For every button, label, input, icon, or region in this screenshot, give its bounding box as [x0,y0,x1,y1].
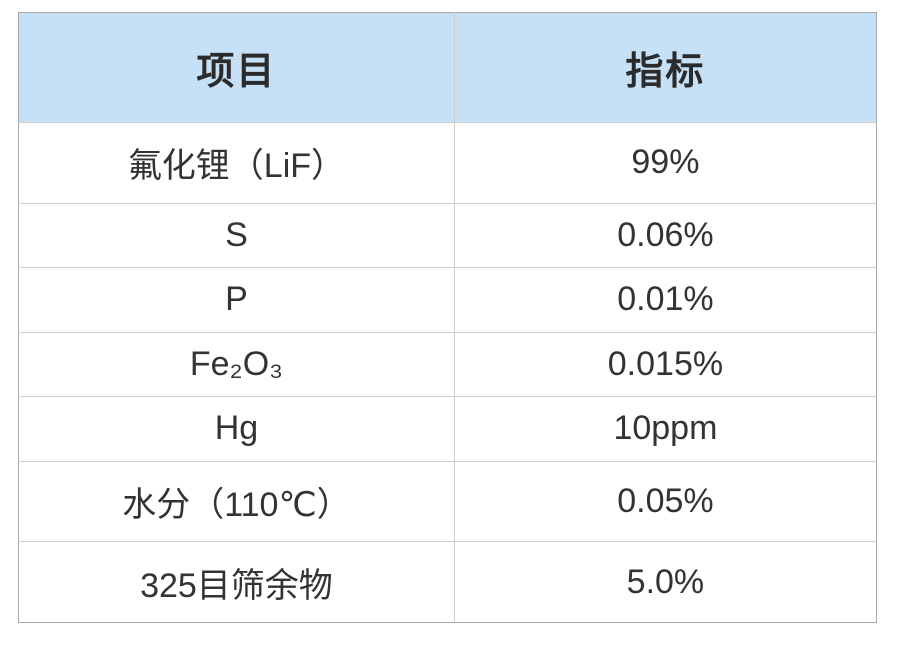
item-cell: P [18,267,455,333]
value-cell: 0.06% [453,202,878,269]
value-cell: 99% [453,122,878,204]
item-cell: 325目筛余物 [18,541,455,623]
column-header-value: 指标 [453,12,878,123]
value-cell: 10ppm [453,396,878,462]
item-cell: 水分（110℃） [18,460,455,543]
column-header-item: 项目 [18,12,455,123]
spec-table-header: 项目 指标 [18,12,878,123]
spec-table-body: 氟化锂（LiF） 99% S 0.06% P 0.01% Fe₂O₃ 0.015… [18,122,878,623]
item-cell: Fe₂O₃ [18,331,455,398]
header-row: 项目 指标 [18,12,878,123]
spec-table-container: 项目 指标 氟化锂（LiF） 99% S 0.06% P 0.01% Fe₂O₃… [18,12,878,623]
spec-table: 项目 指标 氟化锂（LiF） 99% S 0.06% P 0.01% Fe₂O₃… [18,12,878,623]
table-row: Fe₂O₃ 0.015% [18,331,878,398]
item-cell: Hg [18,396,455,462]
value-cell: 5.0% [453,541,878,623]
value-cell: 0.015% [453,331,878,398]
value-cell: 0.01% [453,267,878,333]
table-row: 325目筛余物 5.0% [18,541,878,623]
table-row: 水分（110℃） 0.05% [18,460,878,543]
item-cell: S [18,202,455,269]
table-row: S 0.06% [18,202,878,269]
table-row: 氟化锂（LiF） 99% [18,122,878,204]
table-row: Hg 10ppm [18,396,878,462]
item-cell: 氟化锂（LiF） [18,122,455,204]
value-cell: 0.05% [453,460,878,543]
table-row: P 0.01% [18,267,878,333]
